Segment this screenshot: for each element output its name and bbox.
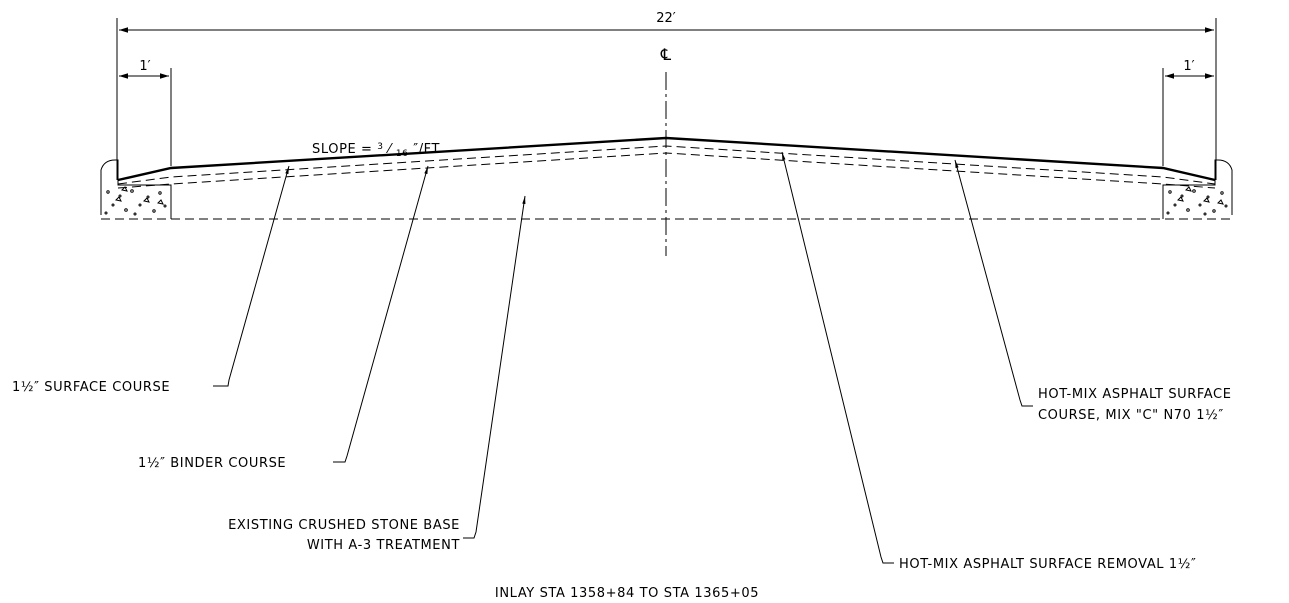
left-leaders — [213, 165, 526, 539]
hma-removal-label: HOT-MIX ASPHALT SURFACE REMOVAL 1½″ — [899, 557, 1196, 572]
right-curb-aggregate — [1166, 186, 1228, 216]
right-edge-width-label: 1′ — [1183, 59, 1194, 74]
left-curb — [100, 159, 172, 219]
surface-course-top — [117, 136, 1216, 182]
left-edge-width-label: 1′ — [139, 59, 150, 74]
pavement-layers — [101, 136, 1232, 220]
slope-label: SLOPE = 3 ⁄ 16 ″/FT — [312, 138, 440, 160]
left-edge-dimension: 1′ — [119, 59, 172, 166]
overall-dimension: 22′ — [116, 11, 1217, 180]
surface-course-label: 1½″ SURFACE COURSE — [12, 380, 170, 395]
centerline-symbol: ℄ — [660, 45, 672, 64]
binder-course-label: 1½″ BINDER COURSE — [138, 456, 286, 471]
hma-surface-label-line2: COURSE, MIX "C" N70 1½″ — [1038, 408, 1224, 423]
overall-width-label: 22′ — [656, 11, 676, 26]
svg-text:SLOPE = 3 ⁄: SLOPE = 3 ⁄ 16 ″/FT — [312, 138, 440, 160]
surface-binder-interface — [117, 145, 1216, 185]
right-curb — [1162, 159, 1233, 219]
base-label-line1: EXISTING CRUSHED STONE BASE — [228, 518, 460, 533]
centerline: ℄ — [660, 45, 672, 256]
binder-base-interface — [117, 152, 1216, 189]
base-label-line2: WITH A-3 TREATMENT — [307, 538, 460, 553]
drawing-caption: INLAY STA 1358+84 TO STA 1365+05 — [495, 586, 759, 601]
hma-surface-label-line1: HOT-MIX ASPHALT SURFACE — [1038, 387, 1232, 402]
right-edge-dimension: 1′ — [1162, 59, 1214, 166]
right-leaders — [781, 151, 1033, 564]
left-curb-aggregate — [104, 186, 167, 216]
